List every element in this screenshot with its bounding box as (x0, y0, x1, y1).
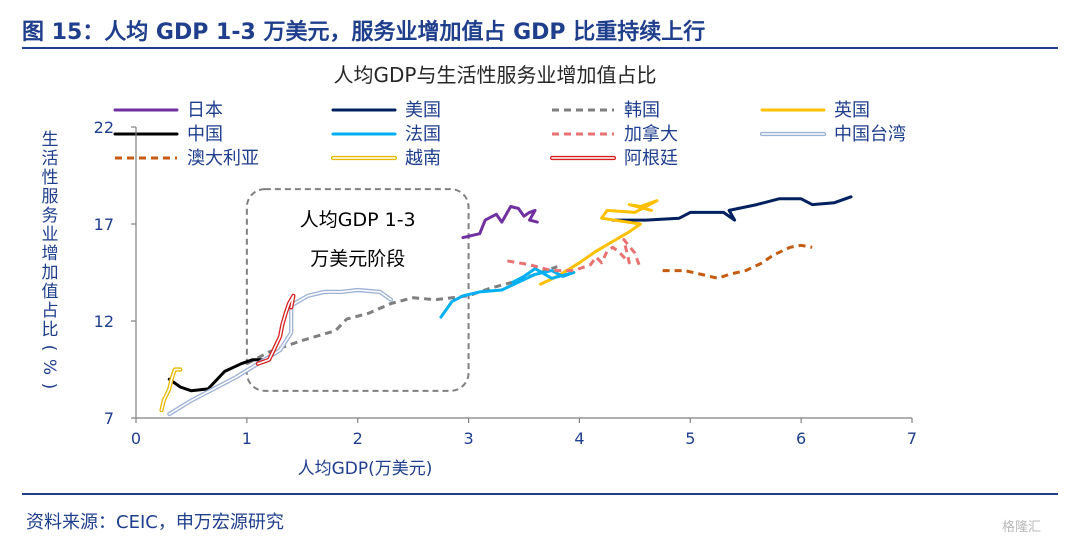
legend-item: 韩国 (552, 100, 660, 121)
y-axis-label-char: 值 (42, 282, 59, 302)
y-tick-label: 22 (94, 118, 114, 137)
series-10 (255, 293, 296, 366)
y-axis-label-char: 占 (42, 301, 59, 321)
series-3 (539, 199, 659, 286)
series-0 (461, 205, 539, 240)
series-layer (159, 195, 853, 417)
y-axis-label-char: 增 (42, 244, 59, 264)
source-note: 资料来源：CEIC，申万宏源研究 (26, 512, 284, 533)
y-tick-label: 12 (94, 312, 114, 331)
y-axis-label-char: % (39, 359, 59, 375)
legend-item: 美国 (331, 100, 441, 121)
legend-label: 越南 (405, 148, 441, 169)
legend-label: 美国 (405, 100, 441, 121)
y-axis-label-char: ( (39, 345, 59, 352)
annotation-box: 人均GDP 1-3 万美元阶段 (245, 188, 470, 392)
series-8 (662, 243, 813, 280)
series-line-inner (160, 368, 182, 411)
series-1 (611, 195, 853, 222)
series-line (539, 199, 659, 286)
series-line (246, 265, 558, 366)
series-7 (167, 287, 394, 417)
annotation-line2: 万美元阶段 (310, 248, 405, 270)
series-line (507, 238, 642, 273)
x-tick-label: 1 (242, 429, 252, 448)
y-axis-label-char: 活 (42, 149, 59, 169)
annotation-frame (245, 188, 470, 392)
y-axis-label: 生活性服务业增加值占比 (%) (39, 130, 59, 389)
legend-label: 日本 (187, 100, 223, 121)
series-2 (246, 265, 558, 366)
legend-label: 阿根廷 (624, 148, 678, 169)
annotation-line1: 人均GDP 1-3 (300, 209, 416, 231)
series-line (461, 205, 539, 240)
x-tick-label: 0 (131, 429, 141, 448)
series-line (167, 358, 271, 393)
legend-label: 加拿大 (624, 123, 678, 145)
x-tick-label: 4 (574, 429, 584, 448)
legend-label: 英国 (834, 100, 870, 121)
legend-label: 中国 (187, 124, 223, 145)
legend-item: 英国 (760, 100, 870, 121)
y-axis-label-char: 加 (42, 263, 59, 283)
y-axis-label-char: ) (39, 383, 59, 390)
legend-label: 韩国 (624, 100, 660, 121)
y-axis-label-char: 生 (42, 130, 59, 150)
y-axis-label-char: 务 (42, 206, 59, 226)
legend-item: 澳大利亚 (115, 148, 259, 169)
legend-item: 中国 (113, 124, 223, 145)
chart-title: 人均GDP与生活性服务业增加值占比 (334, 63, 657, 87)
legend-label: 法国 (405, 124, 441, 145)
series-9 (159, 367, 183, 413)
x-tick-label: 5 (685, 429, 695, 448)
series-line-inner (257, 295, 295, 365)
x-tick-label: 7 (907, 429, 917, 448)
series-4 (167, 358, 271, 393)
series-line (611, 195, 853, 222)
legend-item: 日本 (113, 100, 223, 121)
y-tick-label: 17 (94, 215, 114, 234)
legend-item: 越南 (330, 148, 441, 169)
series-5 (439, 267, 576, 319)
series-line (662, 243, 813, 280)
legend-item: 加拿大 (552, 123, 678, 145)
legend-item: 法国 (331, 124, 441, 145)
legend-label: 澳大利亚 (187, 148, 259, 169)
series-line (439, 267, 576, 319)
x-axis-label: 人均GDP(万美元) (298, 459, 433, 479)
series-line-outer (159, 367, 183, 413)
y-axis-label-char: 服 (42, 187, 59, 207)
y-axis-label-char: 性 (42, 168, 59, 188)
header-rule (22, 47, 1058, 49)
footer-rule (22, 493, 1058, 495)
y-axis-label-char: 业 (42, 225, 59, 245)
watermark: 格隆汇 (1002, 520, 1042, 535)
legend-item: 阿根廷 (549, 148, 678, 169)
series-6 (507, 238, 642, 273)
y-axis-label-char: 比 (42, 320, 59, 340)
figure-title: 图 15：人均 GDP 1-3 万美元，服务业增加值占 GDP 比重持续上行 (22, 20, 706, 45)
y-tick-label: 7 (104, 409, 114, 428)
x-tick-label: 2 (353, 429, 363, 448)
legend-label: 中国台湾 (834, 124, 906, 145)
series-line-inner (168, 289, 392, 415)
x-tick-label: 3 (463, 429, 473, 448)
legend-item: 中国台湾 (759, 124, 906, 145)
x-tick-label: 6 (796, 429, 806, 448)
